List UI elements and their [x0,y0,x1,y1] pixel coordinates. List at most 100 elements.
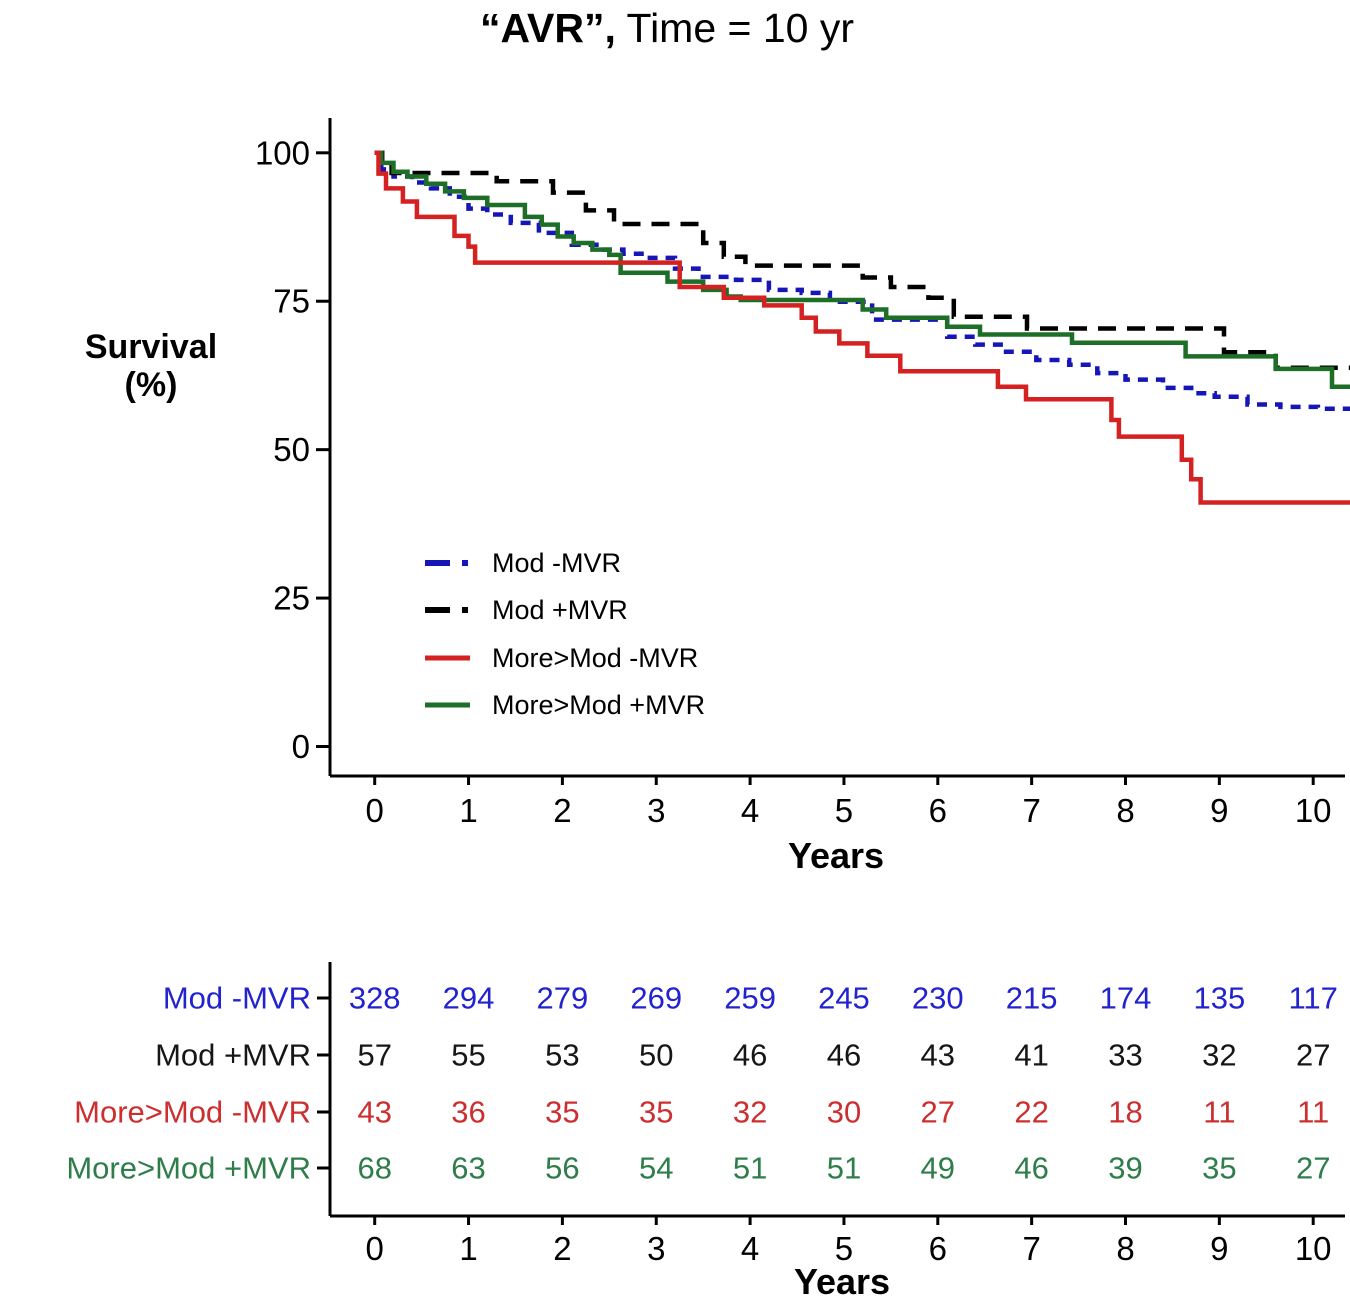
risk-value: 46 [827,1038,861,1073]
risk-value: 41 [1014,1038,1048,1073]
risk-value: 54 [639,1151,673,1186]
risk-value: 230 [912,981,964,1016]
risk-table: Mod -MVR 328 294 279 269 259 245 230 215 174 135 11… [66,962,1345,1267]
risk-value: 18 [1108,1095,1142,1130]
curve-more-mod-mvr [374,150,1350,389]
risk-x-tick-label: 9 [1210,1230,1228,1267]
risk-x-tick-label: 5 [835,1230,853,1267]
figure-title-regular: Time = 10 yr [616,5,854,51]
x-tick-label: 3 [647,792,665,829]
x-tick-label: 5 [835,792,853,829]
risk-value: 30 [827,1095,861,1130]
legend-swatch-dot [462,560,468,566]
risk-value: 68 [357,1151,391,1186]
risk-value: 117 [1288,981,1337,1016]
risk-value: 46 [1014,1151,1048,1186]
risk-value: 32 [1202,1038,1236,1073]
risk-value: 11 [1297,1095,1329,1130]
risk-value: 39 [1108,1151,1142,1186]
curve-more-mod-mvr [374,150,1350,505]
curve-mod-mvr [374,150,1350,370]
x-tick-label: 2 [553,792,571,829]
x-tick-label: 8 [1116,792,1134,829]
risk-value: 328 [349,981,401,1016]
x-axis-title: Years [788,835,884,876]
risk-value: 56 [545,1151,579,1186]
risk-x-tick-label: 2 [553,1230,571,1267]
risk-row-label-more-mod-mvr: More>Mod -MVR [74,1095,311,1130]
risk-value: 35 [639,1095,673,1130]
risk-value: 22 [1014,1095,1048,1130]
risk-value: 49 [921,1151,955,1186]
risk-value: 35 [1202,1151,1236,1186]
x-tick-label: 0 [366,792,384,829]
chart-axes: 0 25 50 75 100 0 1 2 3 4 5 6 7 8 9 10 [255,118,1345,829]
risk-value: 43 [357,1095,391,1130]
risk-x-tick-label: 0 [366,1230,384,1267]
y-tick-label: 100 [255,134,310,171]
risk-row-label-mod-mvr: Mod +MVR [155,1038,311,1073]
curve-mod-mvr [374,150,1350,411]
risk-value: 279 [537,981,589,1016]
y-tick-label: 25 [273,580,310,617]
risk-value: 51 [827,1151,861,1186]
risk-value: 43 [921,1038,955,1073]
y-axis-title-line2: (%) [125,366,178,404]
risk-value: 294 [443,981,495,1016]
risk-x-tick-label: 3 [647,1230,665,1267]
x-tick-label: 4 [741,792,759,829]
legend-label: Mod -MVR [492,548,621,578]
risk-value: 269 [630,981,682,1016]
risk-value: 33 [1108,1038,1142,1073]
y-tick-label: 50 [273,431,310,468]
risk-row-label-mod-mvr: Mod -MVR [163,981,311,1016]
risk-value: 32 [733,1095,767,1130]
legend-label: More>Mod -MVR [492,643,698,673]
risk-value: 174 [1100,981,1152,1016]
risk-value: 57 [357,1038,391,1073]
risk-x-tick-label: 7 [1022,1230,1040,1267]
x-tick-label: 10 [1295,792,1332,829]
risk-value: 259 [724,981,776,1016]
risk-value: 55 [451,1038,485,1073]
risk-value: 51 [733,1151,767,1186]
chart-legend: Mod -MVR Mod +MVR More>Mod -MVR More>Mod +M… [425,548,705,720]
legend-entry-mod-mvr: Mod +MVR [425,595,628,625]
risk-table-x-axis-title: Years [794,1261,890,1299]
risk-x-tick-label: 4 [741,1230,759,1267]
y-tick-label: 0 [292,728,310,765]
x-tick-label: 6 [929,792,947,829]
risk-value: 46 [733,1038,767,1073]
x-tick-label: 1 [459,792,477,829]
figure-title-bold: “AVR”, [480,5,616,51]
y-axis-title-line1: Survival [85,328,217,366]
risk-value: 11 [1203,1095,1235,1130]
legend-entry-mod-mvr: Mod -MVR [425,548,621,578]
legend-label: More>Mod +MVR [492,690,705,720]
risk-value: 35 [545,1095,579,1130]
risk-x-tick-label: 1 [459,1230,477,1267]
risk-value: 27 [921,1095,955,1130]
risk-value: 50 [639,1038,673,1073]
legend-swatch-dot [462,607,468,613]
y-tick-label: 75 [273,283,310,320]
risk-value: 245 [818,981,870,1016]
x-tick-label: 9 [1210,792,1228,829]
risk-value: 215 [1006,981,1058,1016]
x-tick-label: 7 [1022,792,1040,829]
risk-value: 27 [1296,1151,1330,1186]
legend-label: Mod +MVR [492,595,628,625]
risk-x-tick-label: 8 [1116,1230,1134,1267]
risk-value: 27 [1296,1038,1330,1073]
risk-value: 36 [451,1095,485,1130]
risk-value: 63 [451,1151,485,1186]
risk-row-label-more-mod-mvr: More>Mod +MVR [66,1151,311,1186]
risk-x-tick-label: 10 [1295,1230,1332,1267]
risk-x-tick-label: 6 [929,1230,947,1267]
survival-curves [374,150,1350,505]
legend-entry-more-mod-mvr: More>Mod -MVR [425,643,698,673]
risk-value: 53 [545,1038,579,1073]
risk-value: 135 [1193,981,1245,1016]
legend-entry-more-mod-mvr: More>Mod +MVR [425,690,705,720]
